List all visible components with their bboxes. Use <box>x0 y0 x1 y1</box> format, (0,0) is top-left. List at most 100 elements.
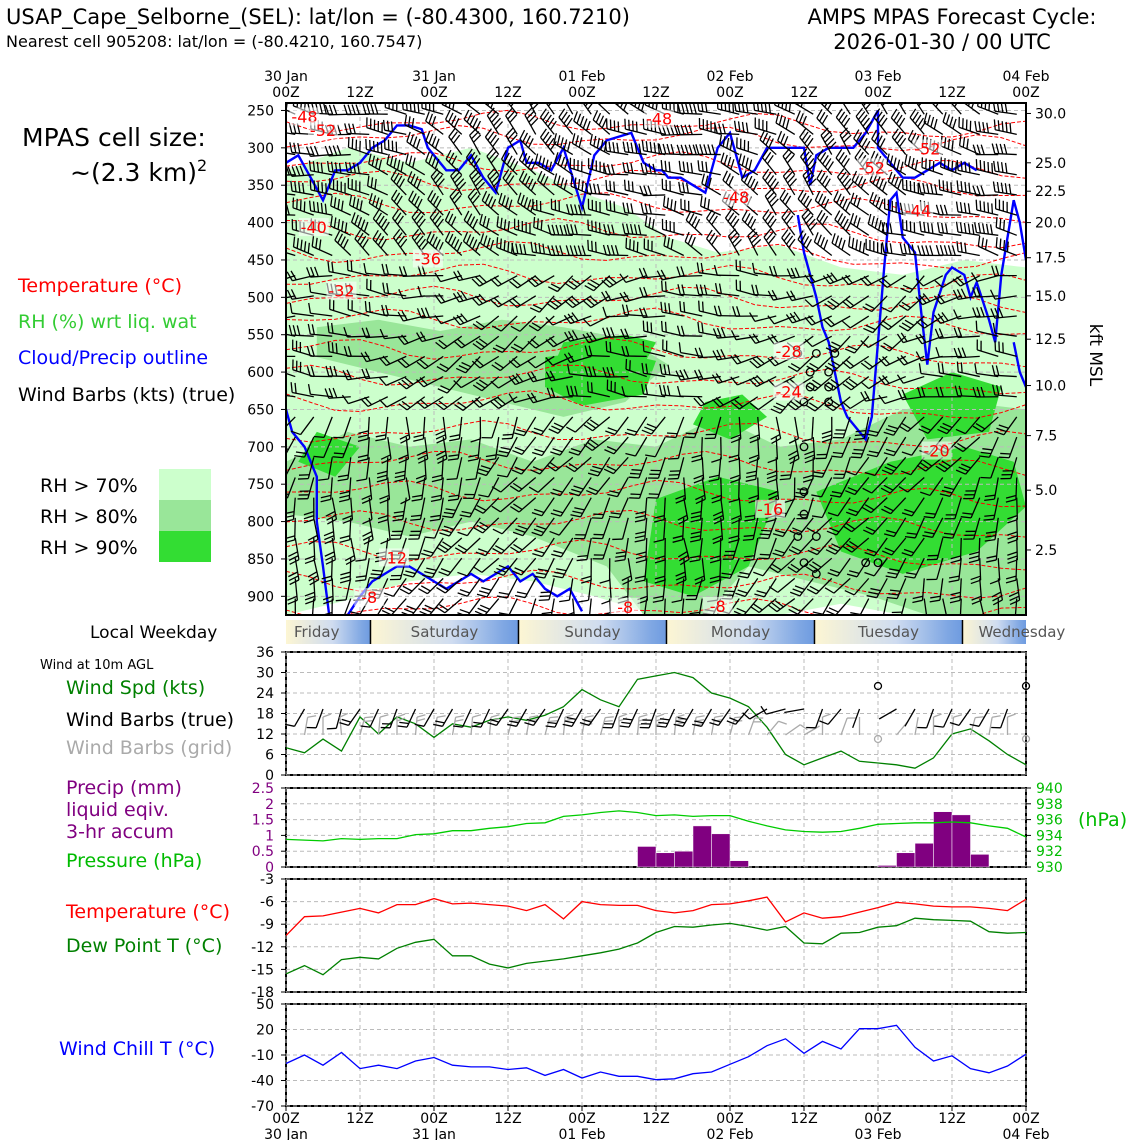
barb-flag <box>923 183 925 193</box>
barb-flag <box>779 115 782 125</box>
wind-barb <box>978 236 998 255</box>
barb-flag <box>838 88 845 96</box>
barb-flag <box>872 216 874 226</box>
barb-flag <box>418 103 419 113</box>
barb-flag <box>606 200 607 210</box>
barb-flag <box>890 243 892 253</box>
barb-flag <box>983 223 985 233</box>
barb-flag <box>500 239 501 249</box>
barb-flag <box>912 158 914 168</box>
barb-flag <box>280 183 282 193</box>
temp-label: -32 <box>328 282 354 301</box>
barb-flag <box>818 235 822 245</box>
barb-flag <box>854 195 857 205</box>
barb-flag <box>1006 122 1007 132</box>
barb-flag <box>497 617 507 619</box>
height-tick-label: 12.5 <box>1035 332 1066 348</box>
barb-staff <box>958 251 980 255</box>
barb-flag <box>606 341 607 351</box>
barb-flag <box>776 113 779 123</box>
barb-flag <box>685 145 688 155</box>
barb-flag <box>689 616 699 617</box>
barb-flag <box>996 237 997 247</box>
barb-flag <box>667 433 677 434</box>
barb-flag <box>650 142 651 152</box>
barb-flag <box>850 213 853 223</box>
barb-flag <box>682 103 685 113</box>
barb-flag <box>976 200 977 210</box>
barb-flag <box>271 428 280 433</box>
forecast-title: AMPS MPAS Forecast Cycle: <box>808 5 1097 29</box>
wind-barb <box>540 599 554 622</box>
barb-flag <box>666 437 676 438</box>
barb-flag <box>541 592 551 593</box>
barb-flag <box>692 216 697 225</box>
barb-flag <box>928 89 933 98</box>
barb-flag <box>744 535 754 536</box>
cell-size-value: ~(2.3 km)2 <box>70 156 207 187</box>
barb-flag <box>576 135 578 145</box>
barb-flag <box>880 138 885 147</box>
barb-flag <box>611 91 615 101</box>
barb-flag <box>643 119 644 129</box>
height-tick-label: 30.0 <box>1035 106 1066 122</box>
barb-flag <box>1005 103 1007 113</box>
temp-label: -44 <box>905 202 931 221</box>
barb-staff <box>850 223 868 235</box>
barb-flag <box>944 158 945 168</box>
barb-flag <box>854 130 859 139</box>
barb-flag <box>633 121 634 131</box>
barb-flag <box>463 91 467 101</box>
barb-flag <box>667 144 670 154</box>
barb-flag <box>679 182 681 192</box>
barb-staff <box>407 709 415 727</box>
barb-flag <box>482 91 486 101</box>
barb-flag <box>548 98 554 106</box>
barb-flag <box>846 202 850 211</box>
barb-flag <box>749 160 751 170</box>
barb-flag <box>684 302 685 312</box>
barb-flag <box>835 211 840 220</box>
barb-flag <box>271 204 274 214</box>
barb-flag <box>786 100 787 110</box>
barb-flag <box>403 586 412 591</box>
barb-flag <box>599 116 603 125</box>
barb-flag <box>597 93 602 102</box>
barb-flag <box>991 224 993 234</box>
rh90-swatch <box>159 531 211 562</box>
barb-flag <box>302 617 312 619</box>
barb-staff <box>588 356 610 357</box>
barb-flag <box>821 237 825 247</box>
wind-barb-true <box>285 709 304 726</box>
barb-flag <box>875 218 877 228</box>
barb-flag <box>700 144 703 154</box>
barb-flag <box>721 153 724 163</box>
barb-flag <box>1005 183 1007 193</box>
barb-staff <box>573 599 575 621</box>
barb-flag <box>987 224 989 234</box>
barb-flag <box>879 199 883 209</box>
barb-flag <box>664 196 665 206</box>
barb-flag <box>841 91 848 99</box>
wind-barb <box>838 169 854 195</box>
barb-flag <box>968 203 969 213</box>
barb-flag <box>872 130 877 139</box>
barb-flag <box>577 114 581 124</box>
barb-flag <box>702 161 703 171</box>
barb-flag <box>702 174 704 184</box>
barb-staff <box>463 709 471 727</box>
temp-label: -48 <box>723 188 749 207</box>
barb-staff <box>343 599 351 620</box>
barb-flag <box>721 100 722 110</box>
wind-tick-label: 36 <box>256 645 274 661</box>
barb-flag <box>723 595 733 596</box>
barb-flag <box>1000 453 1010 454</box>
pressure-tick-label: 800 <box>247 515 274 531</box>
barb-flag <box>623 142 625 152</box>
wind-barb <box>402 599 425 616</box>
barb-flag <box>333 105 336 115</box>
barb-flag <box>843 219 848 228</box>
barb-flag <box>606 180 607 190</box>
barb-flag <box>781 475 791 476</box>
